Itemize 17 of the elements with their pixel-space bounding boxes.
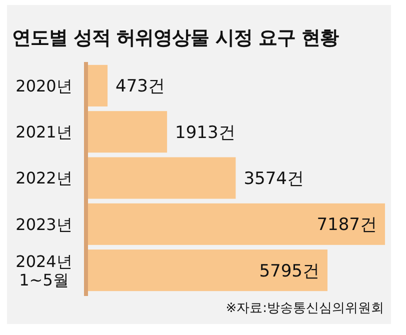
y-tick-label: 2020년	[16, 76, 72, 96]
bar	[88, 157, 236, 199]
data-label: 1913건	[175, 122, 236, 143]
bar	[88, 64, 108, 106]
bar	[88, 203, 385, 245]
bar	[88, 250, 328, 292]
data-label: 5795건	[259, 261, 320, 282]
chart-title: 연도별 성적 허위영상물 시정 요구 현황	[12, 27, 340, 49]
text: ※자료:방송통신심의위원회	[226, 301, 384, 316]
data-label: 3574건	[244, 168, 304, 189]
bar	[88, 111, 168, 153]
data-label: 473건	[116, 76, 165, 97]
y-tick-label: 2024년 1~5월	[16, 252, 72, 290]
y-tick-label: 2021년	[16, 122, 72, 142]
y-tick-label: 2022년	[16, 168, 72, 188]
data-label: 7187건	[316, 215, 377, 236]
y-tick-label: 2023년	[16, 214, 72, 234]
